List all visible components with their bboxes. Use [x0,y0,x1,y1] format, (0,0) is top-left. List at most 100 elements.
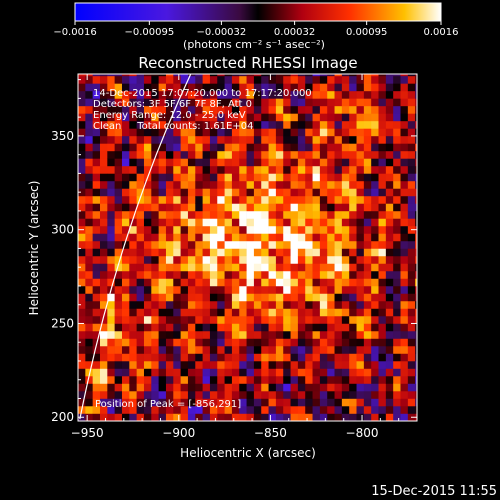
heatmap-cell [129,330,137,339]
heatmap-cell [202,338,211,347]
heatmap-cell [121,398,130,407]
heatmap-cell [268,74,277,77]
heatmap-cell [327,74,335,77]
heatmap-cell [165,210,174,219]
heatmap-cell [363,390,372,399]
heatmap-cell [224,293,233,302]
heatmap-cell [290,413,299,421]
heatmap-cell [136,323,145,332]
heatmap-cell [173,240,181,249]
heatmap-cell [209,105,218,114]
heatmap-cell [297,233,306,242]
heatmap-cell [180,263,189,272]
heatmap-cell [246,150,255,159]
heatmap-cell [209,323,218,332]
heatmap-cell [187,278,196,287]
heatmap-cell [136,233,145,242]
heatmap-cell [319,255,328,264]
heatmap-cell [268,248,277,257]
heatmap-cell [341,158,350,167]
heatmap-cell [107,405,115,414]
heatmap-cell [246,195,255,204]
heatmap-cell [261,368,269,377]
heatmap-cell [92,98,101,107]
heatmap-cell [290,98,299,107]
heatmap-cell [180,210,189,219]
heatmap-cell [349,218,357,227]
heatmap-cell [224,383,233,392]
heatmap-cell [143,308,152,317]
heatmap-cell [312,150,321,159]
heatmap-cell [261,90,269,99]
heatmap-cell [334,263,343,272]
heatmap-cell [319,240,328,249]
heatmap-cell [327,225,335,234]
heatmap-cell [378,285,387,294]
heatmap-cell [151,90,159,99]
heatmap-cell [246,128,255,137]
heatmap-cell [114,165,123,174]
heatmap-cell [239,75,247,84]
heatmap-cell [334,210,343,219]
heatmap-cell [327,300,335,309]
heatmap-cell [224,315,233,324]
heatmap-cell [202,353,211,362]
heatmap-cell [209,338,218,347]
heatmap-cell [363,75,372,84]
heatmap-cell [209,353,218,362]
heatmap-cell [319,75,328,84]
heatmap-cell [327,113,335,122]
heatmap-cell [78,308,86,317]
heatmap-cell [283,98,291,107]
heatmap-cell [312,360,321,369]
heatmap-cell [261,98,269,107]
heatmap-cell [378,405,387,414]
heatmap-cell [415,105,417,114]
heatmap-cell [407,74,416,77]
heatmap-cell [209,278,218,287]
heatmap-cell [246,270,255,279]
heatmap-cell [165,195,174,204]
heatmap-cell [99,255,108,264]
heatmap-cell [239,300,247,309]
heatmap-cell [356,218,365,227]
heatmap-cell [371,225,379,234]
heatmap-cell [151,383,159,392]
heatmap-cell [231,75,240,84]
heatmap-cell [187,345,196,354]
heatmap-cell [151,368,159,377]
heatmap-cell [334,98,343,107]
heatmap-cell [187,218,196,227]
heatmap-cell [415,330,417,339]
heatmap-cell [290,233,299,242]
heatmap-cell [305,188,313,197]
heatmap-cell [151,278,159,287]
heatmap-cell [253,398,262,407]
heatmap-cell [114,300,123,309]
heatmap-cell [151,113,159,122]
heatmap-cell [261,293,269,302]
heatmap-cell [78,338,86,347]
heatmap-cell [275,285,284,294]
heatmap-cell [319,375,328,384]
heatmap-cell [268,158,277,167]
heatmap-cell [385,165,394,174]
heatmap-cell [231,113,240,122]
heatmap-cell [253,128,262,137]
heatmap-cell [224,338,233,347]
heatmap-cell [78,285,86,294]
heatmap-cell [378,218,387,227]
heatmap-cell [121,90,130,99]
heatmap-cell [261,345,269,354]
heatmap-cell [356,173,365,182]
heatmap-cell [173,225,181,234]
heatmap-cell [261,150,269,159]
heatmap-cell [283,308,291,317]
heatmap-cell [341,390,350,399]
heatmap-cell [165,345,174,354]
heatmap-cell [275,278,284,287]
heatmap-cell [121,233,130,242]
heatmap-cell [180,143,189,152]
heatmap-cell [195,98,203,107]
heatmap-cell [349,240,357,249]
